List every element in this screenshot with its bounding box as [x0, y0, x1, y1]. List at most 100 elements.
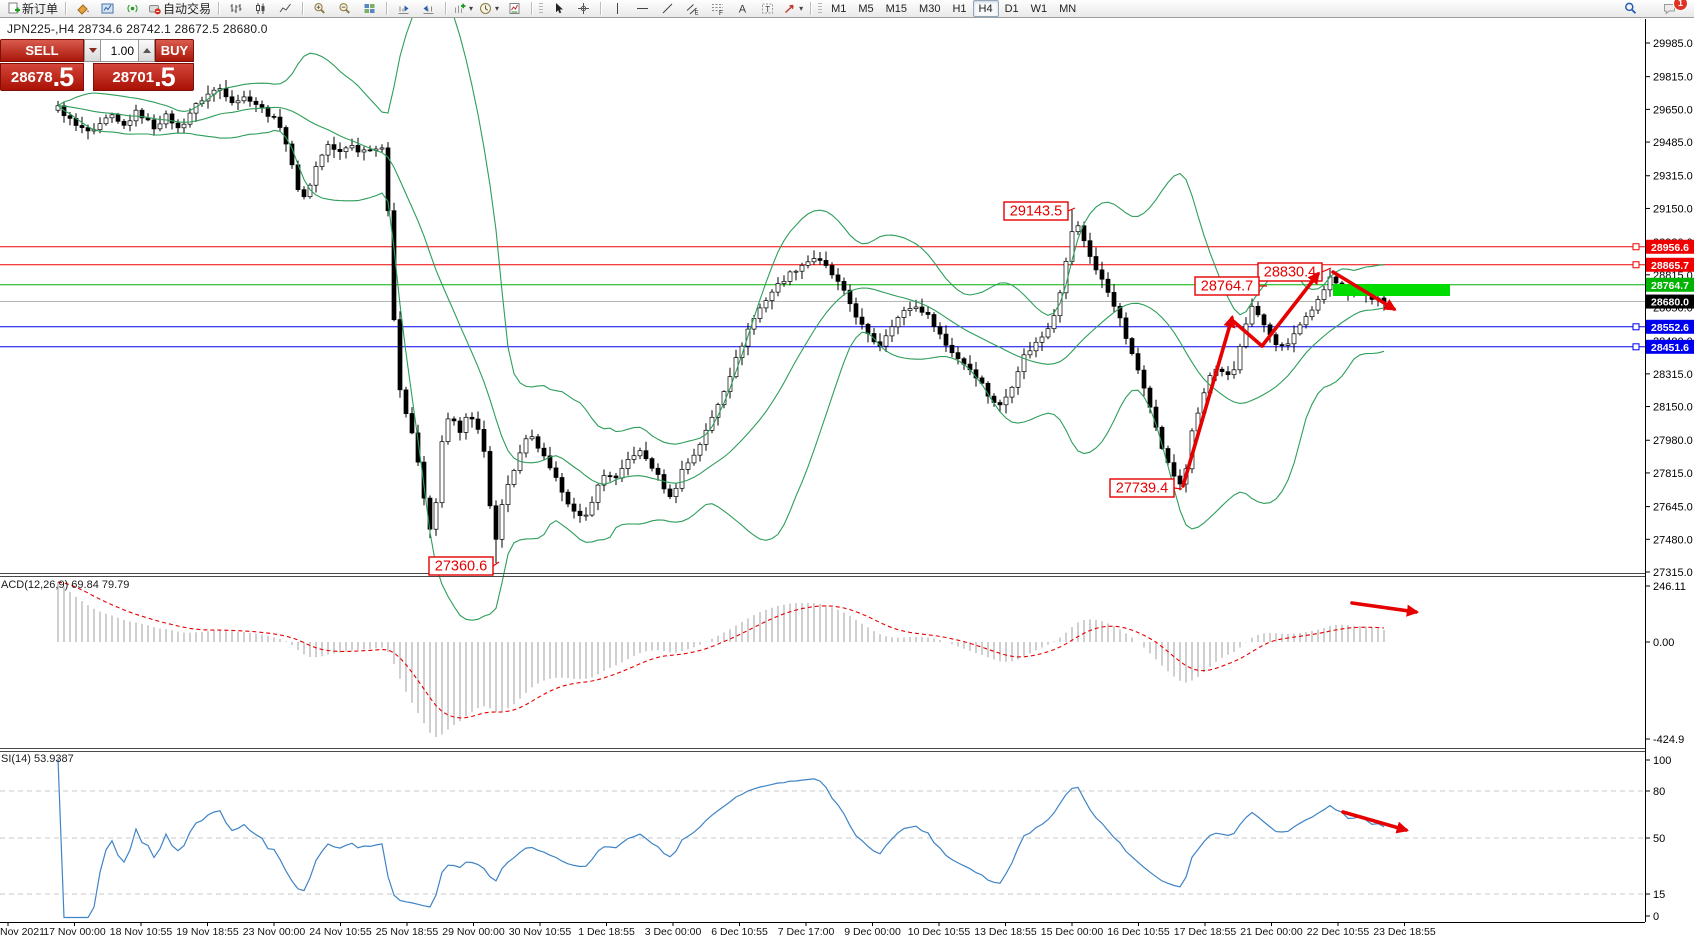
horizontal-line-button[interactable]	[630, 0, 655, 18]
trend-arrows[interactable]	[1181, 270, 1420, 834]
bar-chart-button[interactable]	[223, 0, 248, 18]
line-drag-handle[interactable]	[1632, 343, 1640, 351]
svg-text:50: 50	[1653, 833, 1665, 845]
arrows-button[interactable]: ▾	[780, 0, 806, 18]
svg-text:29815.0: 29815.0	[1653, 72, 1693, 84]
line-drag-handle[interactable]	[1632, 243, 1640, 251]
svg-text:24 Nov 10:55: 24 Nov 10:55	[309, 926, 372, 938]
tile-windows-button[interactable]	[357, 0, 382, 18]
svg-text:30 Nov 10:55: 30 Nov 10:55	[509, 926, 572, 938]
macd-arrow[interactable]	[1350, 601, 1420, 617]
text-button[interactable]: A	[730, 0, 755, 18]
price-annotation-box[interactable]	[428, 556, 494, 576]
search-button[interactable]	[1618, 0, 1643, 18]
chart-area[interactable]	[0, 19, 1645, 922]
line-chart-button[interactable]	[273, 0, 298, 18]
chart-window-button[interactable]	[95, 0, 120, 18]
equidistant-channel-button[interactable]: E	[680, 0, 705, 18]
toolbar-separator	[531, 2, 533, 15]
svg-text:13 Dec 18:55: 13 Dec 18:55	[974, 926, 1037, 938]
line-drag-handle[interactable]	[1632, 323, 1640, 331]
svg-text:28956.6: 28956.6	[1651, 242, 1689, 254]
sell-button[interactable]: SELL	[0, 39, 84, 62]
toolbar-grip[interactable]	[818, 2, 823, 15]
timeframe-m5-button[interactable]: M5	[858, 2, 874, 15]
timeframe-h4-button[interactable]: H4	[972, 0, 999, 17]
timeframe-m30-button[interactable]: M30	[919, 2, 941, 15]
svg-text:17 Nov 00:00: 17 Nov 00:00	[43, 926, 106, 938]
timeframe-mn-button[interactable]: MN	[1059, 2, 1077, 15]
svg-text:29485.0: 29485.0	[1653, 137, 1693, 149]
timeframe-h1-button[interactable]: H1	[952, 2, 967, 15]
rsi-arrow[interactable]	[1341, 810, 1409, 834]
indicators-button[interactable]: ▾	[450, 0, 476, 18]
zoom-in-button[interactable]	[307, 0, 332, 18]
macd-panel-divider[interactable]	[0, 572, 1645, 578]
volume-decrease-button[interactable]	[84, 39, 101, 62]
trend-line-2[interactable]	[1230, 318, 1264, 348]
channel-icon: E	[686, 4, 699, 15]
svg-text:10 Dec 10:55: 10 Dec 10:55	[908, 926, 971, 938]
vertical-line-button[interactable]	[605, 0, 630, 18]
trend-up-arrow-1[interactable]	[1181, 315, 1236, 488]
text-label-button[interactable]: T	[755, 0, 780, 18]
svg-text:15: 15	[1653, 889, 1665, 901]
chart-shift-button[interactable]	[416, 0, 441, 18]
notification-badge: 1	[1673, 0, 1688, 11]
buy-button[interactable]: BUY	[155, 39, 194, 62]
svg-text:28552.6: 28552.6	[1651, 322, 1689, 334]
new-order-button-label: 新订单	[22, 2, 59, 16]
sell-price[interactable]: 28678.5	[0, 63, 84, 91]
crosshair-icon	[578, 3, 590, 14]
price-axis[interactable]: 29985.0 29815.0 29650.0 29485.0 29315.0 29150…	[1645, 38, 1693, 923]
label-icon: T	[762, 3, 774, 14]
price-annotation-box[interactable]	[1194, 276, 1260, 296]
timeframe-m1-button[interactable]: M1	[831, 2, 847, 15]
trendline-button[interactable]	[655, 0, 680, 18]
templates-button[interactable]	[502, 0, 527, 18]
scroll-to-end-button[interactable]	[391, 0, 416, 18]
toolbar-separator	[810, 2, 812, 15]
new-order-button[interactable]: 新订单	[4, 0, 61, 18]
buy-price[interactable]: 28701.5	[93, 63, 194, 91]
svg-text:17 Dec 18:55: 17 Dec 18:55	[1174, 926, 1237, 938]
trend-down-arrow[interactable]	[1331, 270, 1397, 311]
candlestick-chart-button[interactable]	[248, 0, 273, 18]
timeframe-w1-button[interactable]: W1	[1030, 2, 1048, 15]
trend-up-arrow-2[interactable]	[1260, 271, 1320, 348]
cursor-button[interactable]	[546, 0, 571, 18]
annotation-labels[interactable]: 29143.5 28830.4 28764.7 27739.4 27360.6	[428, 201, 1332, 576]
alerts-button[interactable]	[120, 0, 145, 18]
bars-icon	[230, 4, 242, 13]
toolbar-grip[interactable]	[539, 2, 544, 15]
triangle-down-icon	[88, 48, 97, 53]
styles-button[interactable]	[70, 0, 95, 18]
line-drag-handle[interactable]	[1632, 261, 1640, 269]
toolbar-separator	[218, 2, 220, 15]
svg-text:9 Dec 00:00: 9 Dec 00:00	[844, 926, 901, 938]
rsi-panel-divider[interactable]	[0, 747, 1645, 753]
crosshair-button[interactable]	[571, 0, 596, 18]
autotrade-button[interactable]: 自动交易	[145, 0, 214, 18]
zoom-out-button[interactable]	[332, 0, 357, 18]
volume-increase-button[interactable]	[138, 39, 155, 62]
green-zone-rectangle[interactable]	[1333, 284, 1450, 296]
cursor-icon	[556, 3, 564, 14]
triangle-up-icon	[142, 48, 151, 53]
svg-text:28315.0: 28315.0	[1653, 369, 1693, 381]
autotrade-button-label: 自动交易	[163, 2, 212, 16]
notifications-button[interactable]: 1	[1657, 0, 1688, 18]
price-annotation-box[interactable]	[1003, 201, 1069, 221]
chart-title: JPN225-,H4 28734.6 28742.1 28672.5 28680…	[7, 22, 268, 36]
timeframe-m15-button[interactable]: M15	[885, 2, 908, 15]
timeframe-d1-button[interactable]: D1	[1004, 2, 1019, 15]
price-annotation-box[interactable]	[1257, 262, 1323, 282]
price-annotation-box[interactable]	[1109, 478, 1175, 498]
dropdown-caret-icon: ▾	[495, 4, 500, 13]
fibonacci-button[interactable]: F	[705, 0, 730, 18]
rsi-indicator	[0, 758, 1645, 919]
periods-button[interactable]: ▾	[476, 0, 502, 18]
volume-input[interactable]	[101, 39, 138, 62]
